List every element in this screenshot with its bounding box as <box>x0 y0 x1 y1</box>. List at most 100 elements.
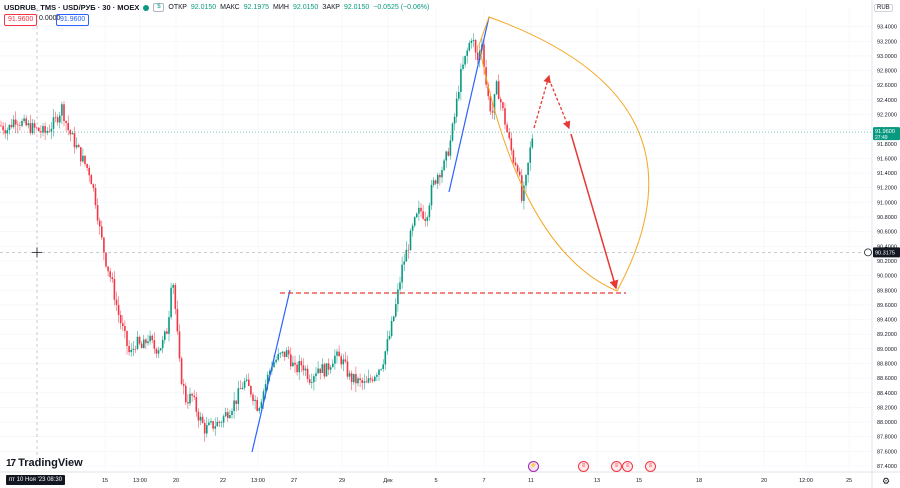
candle-body <box>174 284 177 309</box>
candle-body <box>489 96 492 112</box>
y-tick-label: 91.8000 <box>877 142 897 148</box>
candle-body <box>132 348 135 350</box>
candle-body <box>143 339 145 349</box>
symbol-title[interactable]: USDRUB_TMS · USD/РУБ · 30 · MOEX <box>4 3 140 12</box>
candle-body <box>487 84 489 97</box>
candle-body <box>201 416 204 423</box>
candle-body <box>371 379 374 381</box>
candle-body <box>84 155 86 165</box>
candle-body <box>235 400 237 405</box>
candle-body <box>342 359 345 365</box>
candle-body <box>350 373 353 383</box>
candle-body <box>170 287 172 318</box>
market-status-icon <box>143 4 150 11</box>
candle-body <box>302 365 305 371</box>
low-value: 92.0150 <box>292 4 319 11</box>
candle-body <box>424 218 426 221</box>
gear-icon[interactable]: ⚙ <box>882 476 891 486</box>
candle-body <box>512 150 515 163</box>
candle-body <box>67 122 69 131</box>
candle-body <box>283 351 286 357</box>
candle-body <box>472 40 475 41</box>
y-tick-label: 91.0000 <box>877 200 897 206</box>
y-tick-label: 89.4000 <box>877 318 897 324</box>
crosshair-price-tag <box>873 247 900 258</box>
y-tick-label: 92.2000 <box>877 113 897 119</box>
candle-body <box>327 363 330 370</box>
countdown-label: 27:49 <box>875 135 888 141</box>
y-tick-label: 90.8000 <box>877 215 897 221</box>
y-tick-label: 88.2000 <box>877 405 897 411</box>
x-tick-label: 25 <box>846 478 852 484</box>
y-tick-label: 90.0000 <box>877 274 897 280</box>
y-tick-label: 90.6000 <box>877 230 897 236</box>
event-us-flag-icon[interactable]: ≡ <box>611 461 622 472</box>
candle-body <box>208 422 210 426</box>
candle-body <box>27 123 30 126</box>
candle-body <box>147 341 149 344</box>
candle-body <box>502 102 504 109</box>
candle-body <box>0 125 2 127</box>
buy-price-button[interactable]: 91.9600 <box>56 14 90 26</box>
candle-body <box>449 140 452 156</box>
event-us-flag-icon[interactable]: ≡ <box>645 461 656 472</box>
candle-body <box>50 128 53 132</box>
event-us-flag-icon[interactable]: ≡ <box>622 461 633 472</box>
candle-body <box>300 361 303 366</box>
candle-body <box>321 364 324 373</box>
candle-body <box>10 124 13 128</box>
candle-body <box>166 331 168 334</box>
candle-body <box>470 40 473 43</box>
candle-body <box>157 350 160 354</box>
y-tick-label: 88.6000 <box>877 376 897 382</box>
candle-body <box>210 421 212 423</box>
candle-body <box>413 217 416 226</box>
candle-body <box>262 391 265 402</box>
candle-body <box>126 331 128 346</box>
candle-body <box>378 369 380 375</box>
candle-body <box>19 125 21 126</box>
candle-body <box>386 339 389 352</box>
x-tick-label: 11 <box>528 478 534 484</box>
candle-body <box>124 326 126 332</box>
projection-arrow-down <box>550 83 571 130</box>
y-tick-label: 87.4000 <box>877 464 897 470</box>
candle-body <box>176 308 179 332</box>
candle-body <box>281 351 284 354</box>
candle-body <box>220 422 223 424</box>
sell-price-button[interactable]: 91.9600 <box>4 14 38 26</box>
candle-body <box>508 132 510 139</box>
candle-body <box>397 289 399 305</box>
event-bolt-icon[interactable]: ⚡ <box>528 461 539 472</box>
candle-body <box>229 415 231 418</box>
candle-body <box>4 130 6 134</box>
candle-body <box>248 379 250 386</box>
candle-body <box>361 380 363 383</box>
candle-body <box>510 138 513 151</box>
x-tick-label: 20 <box>761 478 767 484</box>
candle-body <box>504 108 506 125</box>
candle-body <box>222 416 225 423</box>
candle-body <box>292 362 294 367</box>
candle-body <box>411 225 414 231</box>
candle-body <box>285 350 288 357</box>
event-us-flag-icon[interactable]: ≡ <box>578 461 589 472</box>
candle-body <box>119 314 122 324</box>
candle-body <box>344 359 347 362</box>
candle-body <box>21 121 23 126</box>
candle-body <box>59 115 61 123</box>
candle-body <box>92 184 95 189</box>
low-label: МИН <box>273 4 289 11</box>
x-tick-label: 7 <box>482 478 485 484</box>
candle-body <box>340 356 342 365</box>
y-tick-label: 87.6000 <box>877 449 897 455</box>
currency-selector[interactable]: RUB <box>874 4 893 12</box>
candle-body <box>434 180 437 184</box>
candle-body <box>75 145 78 148</box>
candle-body <box>304 368 307 371</box>
candle-body <box>172 284 174 288</box>
change-value: −0.0525 (−0.06%) <box>373 4 430 11</box>
crosshair-target-icon <box>864 248 872 257</box>
candle-body <box>155 348 158 354</box>
